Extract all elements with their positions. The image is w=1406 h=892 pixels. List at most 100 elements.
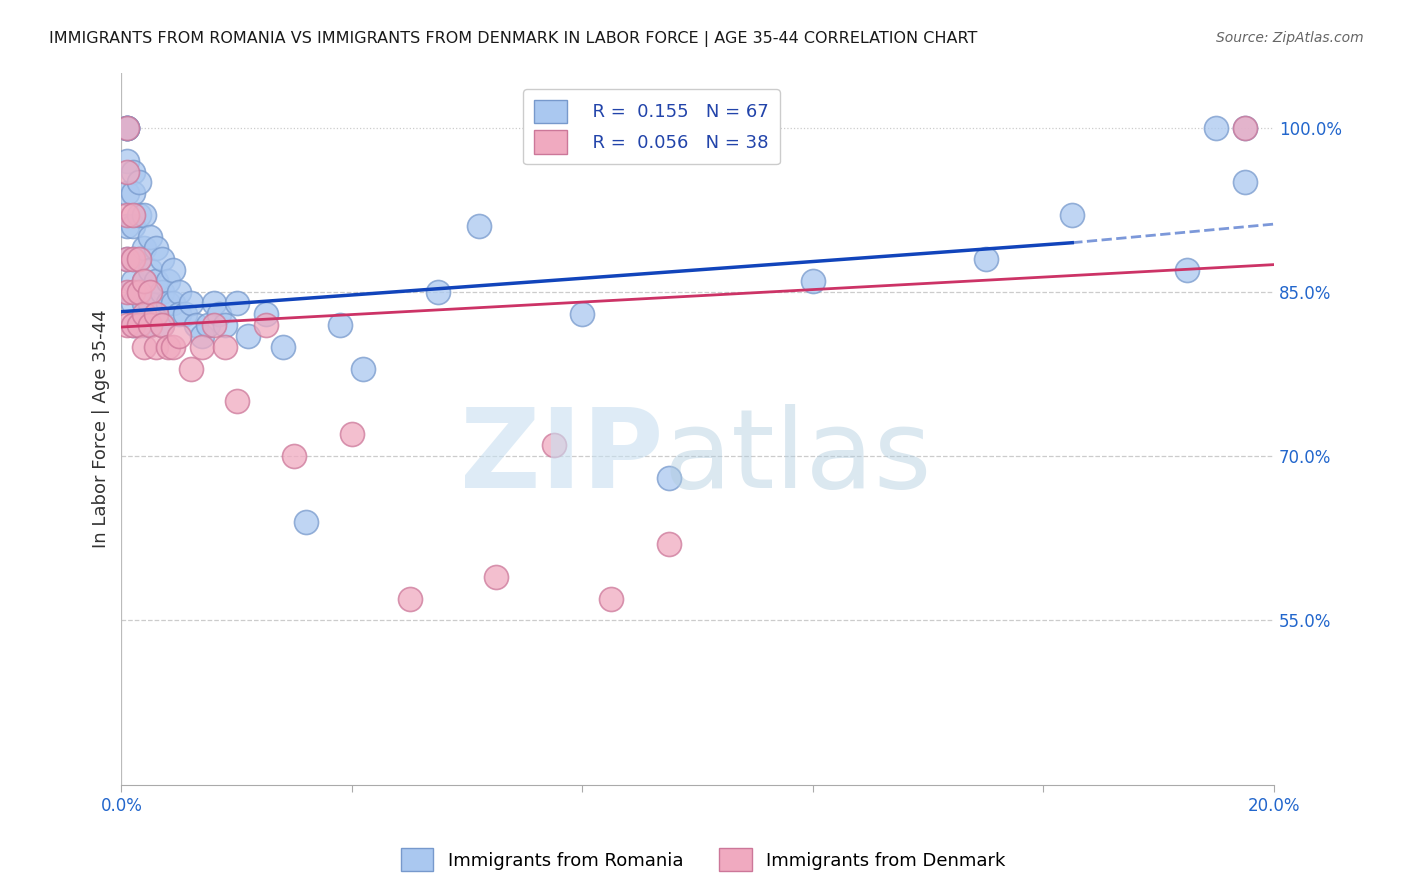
Point <box>186 318 208 332</box>
Point <box>180 361 202 376</box>
Point <box>283 449 305 463</box>
Point <box>115 252 138 267</box>
Point <box>115 186 138 201</box>
Point <box>156 296 179 310</box>
Point <box>340 427 363 442</box>
Point <box>1062 208 1084 222</box>
Point <box>202 296 225 310</box>
Point <box>150 318 173 332</box>
Point <box>329 318 352 332</box>
Point <box>150 318 173 332</box>
Point <box>128 285 150 299</box>
Point <box>128 285 150 299</box>
Point <box>600 591 623 606</box>
Point <box>134 296 156 310</box>
Point <box>134 274 156 288</box>
Point <box>128 252 150 267</box>
Point <box>658 537 681 551</box>
Point <box>191 328 214 343</box>
Point <box>134 274 156 288</box>
Point <box>122 296 145 310</box>
Point <box>122 274 145 288</box>
Point <box>122 219 145 234</box>
Point <box>145 274 167 288</box>
Point <box>271 340 294 354</box>
Point <box>115 120 138 135</box>
Point <box>115 252 138 267</box>
Point <box>208 307 231 321</box>
Point <box>115 120 138 135</box>
Point <box>145 307 167 321</box>
Point <box>115 285 138 299</box>
Point <box>150 285 173 299</box>
Point <box>122 164 145 178</box>
Point <box>167 307 190 321</box>
Text: ZIP: ZIP <box>460 404 664 511</box>
Point <box>543 438 565 452</box>
Point <box>225 296 247 310</box>
Point <box>167 285 190 299</box>
Point <box>115 120 138 135</box>
Point <box>162 340 184 354</box>
Point <box>1234 120 1257 135</box>
Point <box>134 318 156 332</box>
Point <box>162 263 184 277</box>
Legend:   R =  0.155   N = 67,   R =  0.056   N = 38: R = 0.155 N = 67, R = 0.056 N = 38 <box>523 89 780 164</box>
Point <box>1177 263 1199 277</box>
Point <box>128 318 150 332</box>
Point <box>801 274 824 288</box>
Point <box>122 318 145 332</box>
Point <box>115 153 138 168</box>
Point <box>134 307 156 321</box>
Point <box>162 296 184 310</box>
Point <box>214 318 236 332</box>
Point <box>139 263 162 277</box>
Point <box>197 318 219 332</box>
Point <box>122 285 145 299</box>
Point <box>1234 120 1257 135</box>
Point <box>202 318 225 332</box>
Point <box>225 394 247 409</box>
Point <box>1234 176 1257 190</box>
Point <box>128 318 150 332</box>
Point <box>167 328 190 343</box>
Point <box>115 164 138 178</box>
Point <box>128 252 150 267</box>
Point <box>150 252 173 267</box>
Point <box>974 252 997 267</box>
Point <box>467 219 489 234</box>
Text: Source: ZipAtlas.com: Source: ZipAtlas.com <box>1216 31 1364 45</box>
Point <box>122 186 145 201</box>
Point <box>139 296 162 310</box>
Point <box>571 307 593 321</box>
Point <box>427 285 450 299</box>
Point <box>115 120 138 135</box>
Point <box>658 471 681 485</box>
Point <box>139 230 162 244</box>
Point <box>156 340 179 354</box>
Point <box>145 241 167 255</box>
Legend: Immigrants from Romania, Immigrants from Denmark: Immigrants from Romania, Immigrants from… <box>394 841 1012 879</box>
Point <box>134 340 156 354</box>
Point <box>139 318 162 332</box>
Point <box>128 208 150 222</box>
Point <box>115 208 138 222</box>
Point <box>139 318 162 332</box>
Point <box>173 307 195 321</box>
Point <box>254 318 277 332</box>
Point <box>1205 120 1227 135</box>
Y-axis label: In Labor Force | Age 35-44: In Labor Force | Age 35-44 <box>93 310 110 549</box>
Point <box>122 252 145 267</box>
Point <box>145 340 167 354</box>
Text: IMMIGRANTS FROM ROMANIA VS IMMIGRANTS FROM DENMARK IN LABOR FORCE | AGE 35-44 CO: IMMIGRANTS FROM ROMANIA VS IMMIGRANTS FR… <box>49 31 977 47</box>
Point <box>115 318 138 332</box>
Point <box>139 285 162 299</box>
Point <box>214 340 236 354</box>
Point <box>180 296 202 310</box>
Text: atlas: atlas <box>664 404 932 511</box>
Point <box>115 120 138 135</box>
Point <box>145 307 167 321</box>
Point <box>398 591 420 606</box>
Point <box>156 274 179 288</box>
Point <box>353 361 375 376</box>
